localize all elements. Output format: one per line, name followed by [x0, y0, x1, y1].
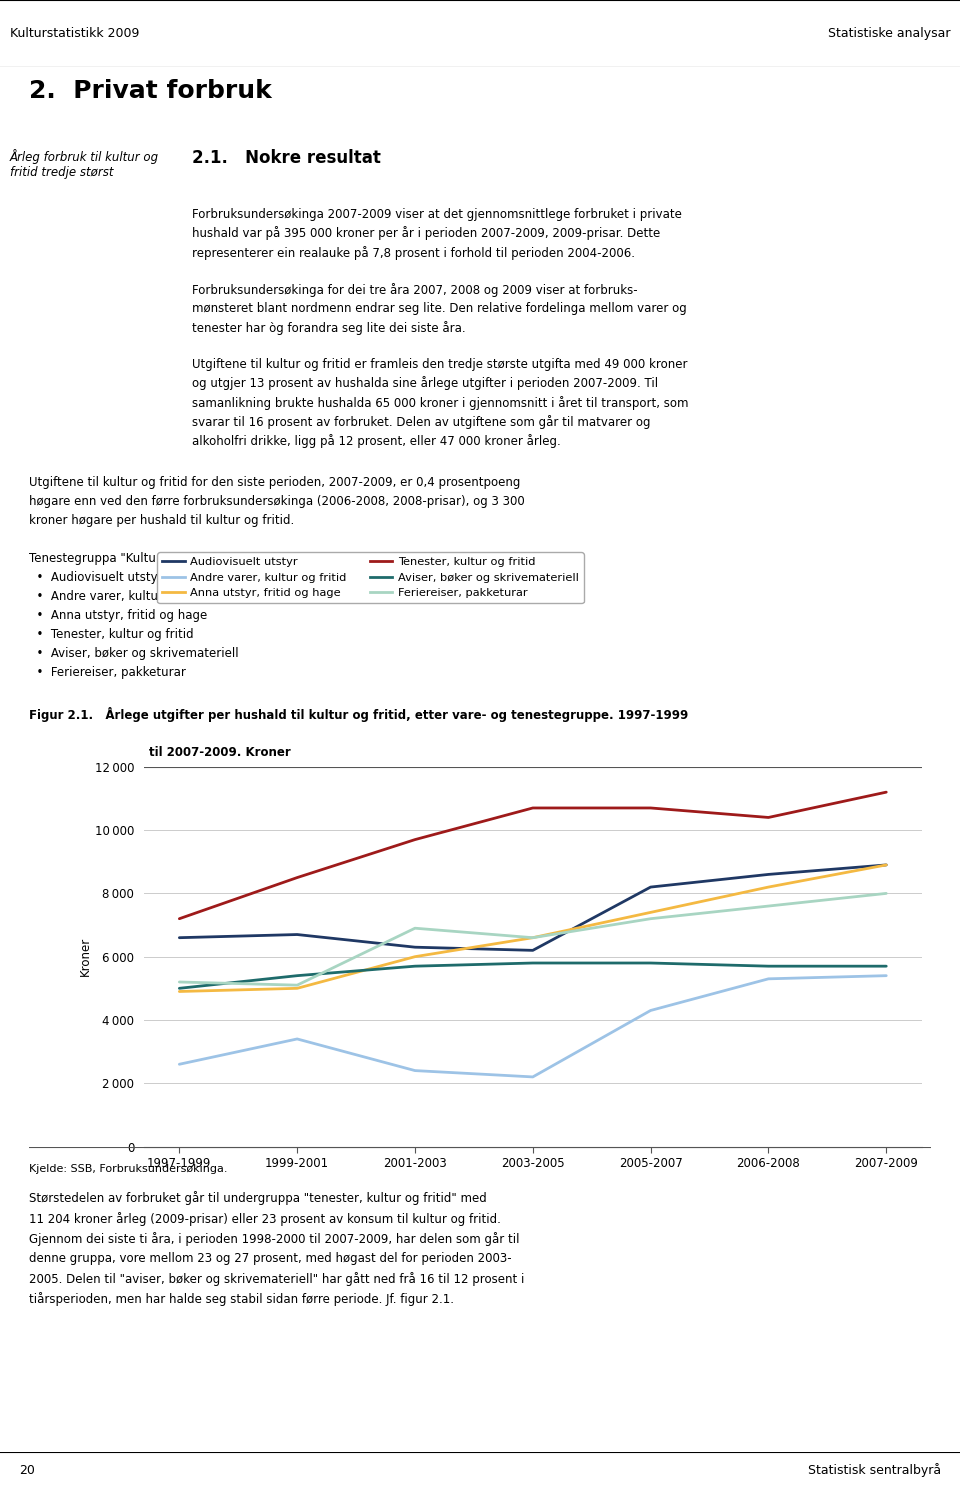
- Text: til 2007-2009. Kroner: til 2007-2009. Kroner: [149, 746, 291, 759]
- Text: Forbruksundersøkinga 2007-2009 viser at det gjennomsnittlege forbruket i private: Forbruksundersøkinga 2007-2009 viser at …: [192, 208, 688, 448]
- Text: Statistiske analysar: Statistiske analysar: [828, 27, 950, 40]
- Text: 2.  Privat forbruk: 2. Privat forbruk: [29, 79, 272, 103]
- Text: Størstedelen av forbruket går til undergruppa "tenester, kultur og fritid" med
1: Størstedelen av forbruket går til underg…: [29, 1191, 524, 1306]
- Text: Kjelde: SSB, Forbruksundersøkinga.: Kjelde: SSB, Forbruksundersøkinga.: [29, 1164, 228, 1173]
- Text: Figur 2.1.   Årlege utgifter per hushald til kultur og fritid, etter vare- og te: Figur 2.1. Årlege utgifter per hushald t…: [29, 707, 688, 722]
- Text: 2.1.   Nokre resultat: 2.1. Nokre resultat: [192, 149, 381, 167]
- Legend: Audiovisuelt utstyr, Andre varer, kultur og fritid, Anna utstyr, fritid og hage,: Audiovisuelt utstyr, Andre varer, kultur…: [157, 552, 584, 603]
- Text: Statistisk sentralbyrå: Statistisk sentralbyrå: [807, 1464, 941, 1477]
- Text: Utgiftene til kultur og fritid for den siste perioden, 2007-2009, er 0,4 prosent: Utgiftene til kultur og fritid for den s…: [29, 476, 524, 679]
- Text: Kulturstatistikk 2009: Kulturstatistikk 2009: [10, 27, 139, 40]
- Text: 20: 20: [19, 1464, 36, 1477]
- Text: Årleg forbruk til kultur og
fritid tredje størst: Årleg forbruk til kultur og fritid tredj…: [10, 149, 158, 179]
- Y-axis label: Kroner: Kroner: [79, 937, 92, 977]
